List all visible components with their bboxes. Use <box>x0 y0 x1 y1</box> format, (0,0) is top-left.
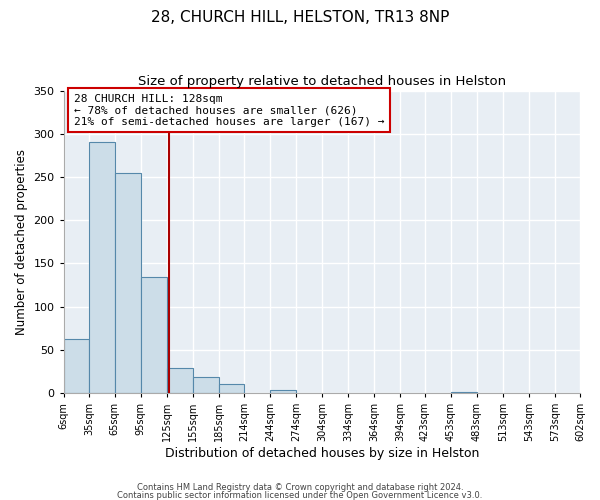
Text: 28, CHURCH HILL, HELSTON, TR13 8NP: 28, CHURCH HILL, HELSTON, TR13 8NP <box>151 10 449 25</box>
Text: 28 CHURCH HILL: 128sqm
← 78% of detached houses are smaller (626)
21% of semi-de: 28 CHURCH HILL: 128sqm ← 78% of detached… <box>74 94 385 127</box>
Bar <box>451 392 477 393</box>
X-axis label: Distribution of detached houses by size in Helston: Distribution of detached houses by size … <box>164 447 479 460</box>
Bar <box>193 378 219 393</box>
Text: Contains HM Land Registry data © Crown copyright and database right 2024.: Contains HM Land Registry data © Crown c… <box>137 484 463 492</box>
Bar <box>115 172 141 393</box>
Bar <box>89 142 115 393</box>
Bar <box>270 390 296 393</box>
Y-axis label: Number of detached properties: Number of detached properties <box>15 149 28 335</box>
Text: Contains public sector information licensed under the Open Government Licence v3: Contains public sector information licen… <box>118 490 482 500</box>
Bar <box>167 368 193 393</box>
Title: Size of property relative to detached houses in Helston: Size of property relative to detached ho… <box>138 75 506 88</box>
Bar <box>141 277 167 393</box>
Bar <box>219 384 244 393</box>
Bar <box>64 340 89 393</box>
